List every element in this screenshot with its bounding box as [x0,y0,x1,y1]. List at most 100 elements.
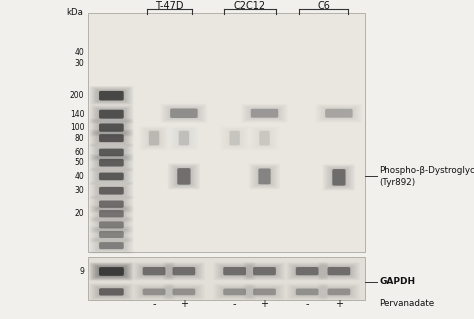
FancyBboxPatch shape [90,262,133,280]
FancyBboxPatch shape [143,267,165,275]
FancyBboxPatch shape [91,169,131,184]
FancyBboxPatch shape [97,266,126,276]
FancyBboxPatch shape [90,119,133,137]
FancyBboxPatch shape [95,132,128,144]
FancyBboxPatch shape [95,89,128,102]
Text: 40: 40 [74,48,84,57]
FancyBboxPatch shape [93,265,129,279]
Text: T-47D: T-47D [155,1,183,11]
FancyBboxPatch shape [296,288,319,295]
FancyBboxPatch shape [253,288,276,295]
Text: 20: 20 [75,209,84,218]
Text: GAPDH: GAPDH [379,277,415,286]
FancyBboxPatch shape [173,288,195,295]
FancyBboxPatch shape [90,168,133,185]
Text: kDa: kDa [66,8,83,17]
FancyBboxPatch shape [99,110,124,119]
FancyBboxPatch shape [93,121,129,135]
Text: 40: 40 [74,172,84,181]
FancyBboxPatch shape [91,106,131,122]
FancyBboxPatch shape [251,109,278,118]
Text: 30: 30 [74,186,84,195]
FancyBboxPatch shape [99,268,124,276]
Text: 30: 30 [74,59,84,68]
FancyBboxPatch shape [91,120,131,136]
Text: +: + [180,299,188,309]
FancyBboxPatch shape [93,170,129,183]
FancyBboxPatch shape [91,87,131,104]
Text: C2C12: C2C12 [234,1,266,11]
FancyBboxPatch shape [258,168,271,184]
FancyBboxPatch shape [97,148,126,157]
FancyBboxPatch shape [149,131,159,145]
FancyBboxPatch shape [90,130,133,147]
FancyBboxPatch shape [95,108,128,121]
FancyBboxPatch shape [177,168,191,185]
FancyBboxPatch shape [99,134,124,142]
FancyBboxPatch shape [99,288,124,295]
FancyBboxPatch shape [99,201,124,208]
FancyBboxPatch shape [90,105,133,123]
FancyBboxPatch shape [99,91,124,100]
FancyBboxPatch shape [143,288,165,295]
FancyBboxPatch shape [99,187,124,195]
FancyBboxPatch shape [99,149,124,156]
Bar [88,13,365,252]
FancyBboxPatch shape [332,169,346,186]
FancyBboxPatch shape [259,131,270,145]
FancyBboxPatch shape [99,242,124,249]
FancyBboxPatch shape [93,131,129,145]
FancyBboxPatch shape [173,267,195,275]
FancyBboxPatch shape [179,131,189,145]
FancyBboxPatch shape [91,130,131,146]
FancyBboxPatch shape [97,109,126,120]
FancyBboxPatch shape [99,231,124,238]
FancyBboxPatch shape [95,265,128,277]
FancyBboxPatch shape [253,267,276,275]
FancyBboxPatch shape [95,122,128,134]
FancyBboxPatch shape [90,263,133,281]
FancyBboxPatch shape [93,264,129,278]
Text: 60: 60 [74,148,84,157]
Text: Phospho-β-Dystroglycan: Phospho-β-Dystroglycan [379,166,474,175]
FancyBboxPatch shape [97,172,126,181]
FancyBboxPatch shape [91,145,131,160]
FancyBboxPatch shape [95,171,128,182]
FancyBboxPatch shape [97,90,126,101]
Text: 200: 200 [70,91,84,100]
Text: -: - [305,299,309,309]
FancyBboxPatch shape [97,267,126,277]
FancyBboxPatch shape [90,86,133,105]
FancyBboxPatch shape [91,263,131,279]
FancyBboxPatch shape [95,157,128,168]
FancyBboxPatch shape [99,159,124,167]
Text: Pervanadate: Pervanadate [379,299,434,308]
FancyBboxPatch shape [93,146,129,159]
Text: 140: 140 [70,110,84,119]
Text: +: + [335,299,343,309]
Text: -: - [233,299,237,309]
Text: 100: 100 [70,123,84,132]
FancyBboxPatch shape [325,109,353,118]
Text: 9: 9 [80,267,84,276]
FancyBboxPatch shape [97,122,126,133]
Text: (Tyr892): (Tyr892) [379,178,415,187]
FancyBboxPatch shape [99,173,124,180]
FancyBboxPatch shape [93,107,129,122]
FancyBboxPatch shape [170,108,198,118]
FancyBboxPatch shape [296,267,319,275]
FancyBboxPatch shape [91,264,131,280]
FancyBboxPatch shape [99,267,124,275]
FancyBboxPatch shape [99,210,124,218]
FancyBboxPatch shape [93,88,129,103]
FancyBboxPatch shape [328,267,350,275]
FancyBboxPatch shape [97,158,126,167]
FancyBboxPatch shape [90,154,133,171]
Text: -: - [152,299,156,309]
Text: +: + [261,299,268,309]
Text: 80: 80 [75,134,84,143]
FancyBboxPatch shape [229,131,240,145]
FancyBboxPatch shape [95,266,128,278]
FancyBboxPatch shape [90,144,133,161]
FancyBboxPatch shape [95,147,128,158]
